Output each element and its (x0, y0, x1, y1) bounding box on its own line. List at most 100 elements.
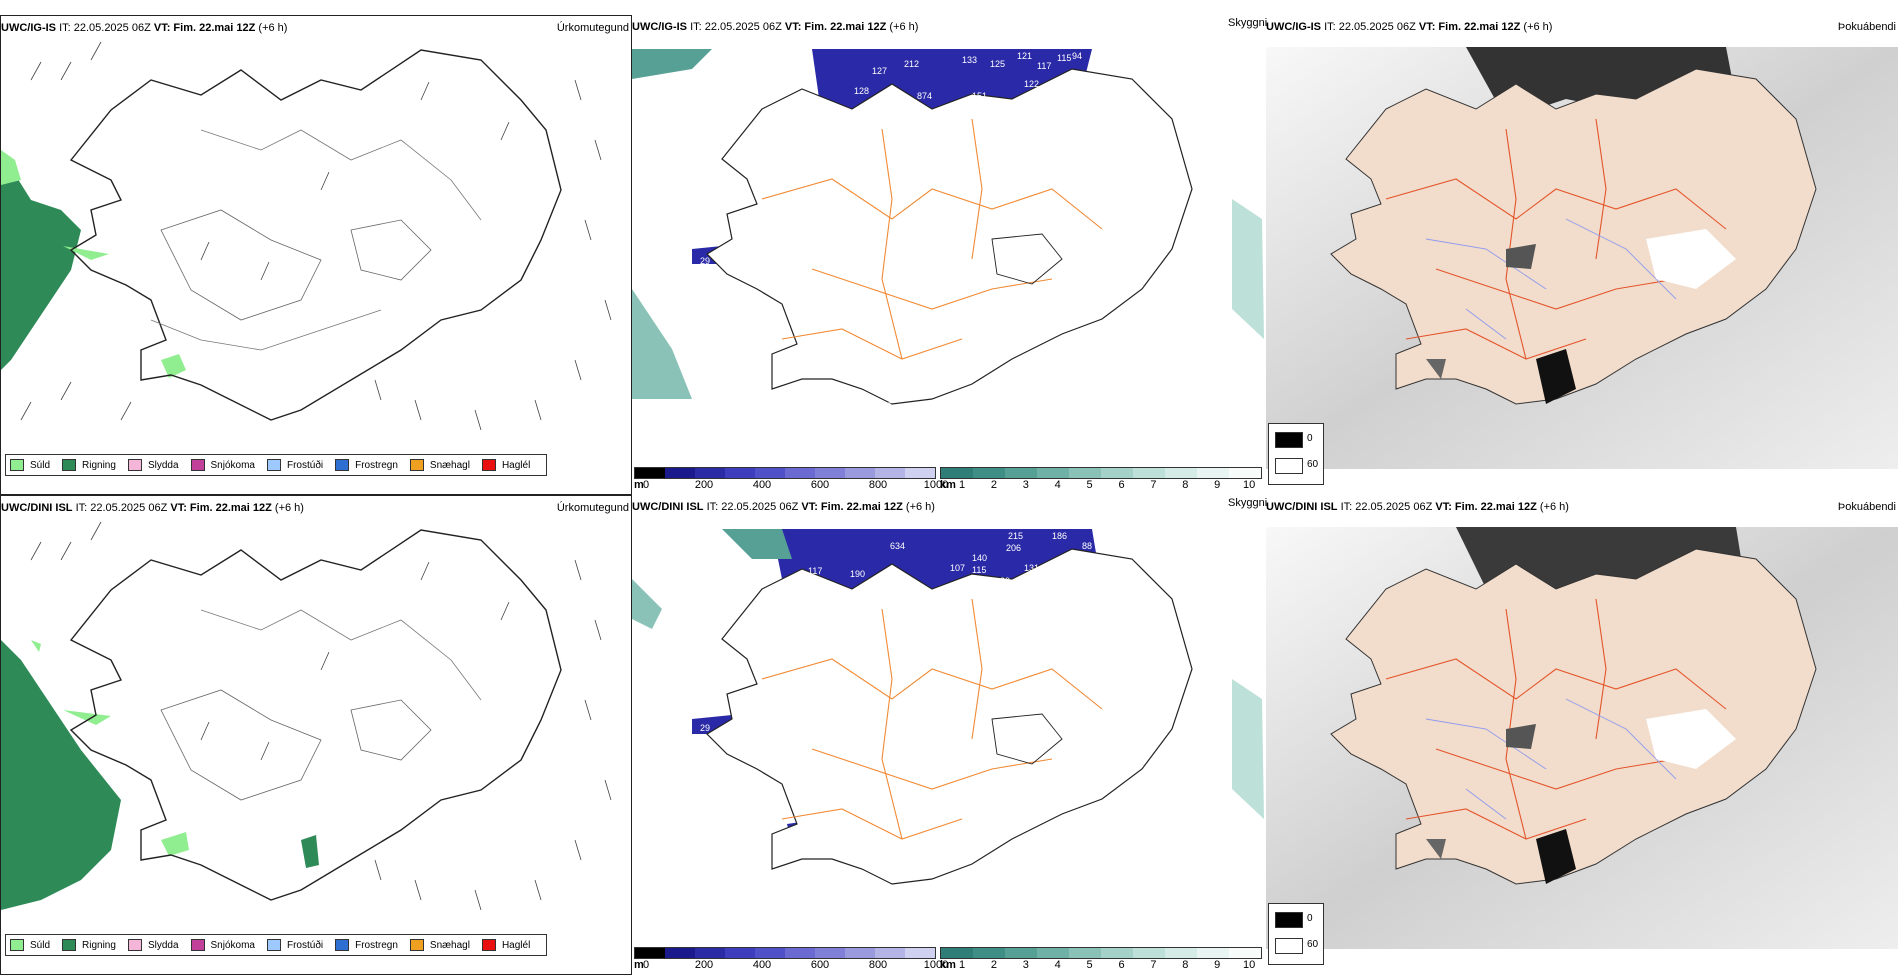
precip-type-panel-dini: UWC/DINI ISL IT: 22.05.2025 06Z VT: Fim.… (0, 495, 632, 975)
tick-label: 6 (1118, 959, 1125, 971)
tick-label: 10 (1242, 959, 1256, 971)
map-value-label: 49 (794, 833, 804, 843)
legend-label: Haglél (501, 939, 531, 951)
colorbar-ticks-m: 0 200 400 600 800 1000 (643, 479, 948, 493)
colorbar-segment (725, 468, 755, 478)
panel-header: UWC/DINI ISL IT: 22.05.2025 06Z VT: Fim.… (632, 495, 1264, 519)
map-value-label: 206 (1006, 543, 1021, 553)
legend-swatch-freezing-rain (335, 459, 350, 471)
legend-swatch-sleet (127, 459, 142, 471)
colorbar-ticks-km: 1 2 3 4 5 6 7 8 9 10 (959, 479, 1255, 493)
legend-swatch-drizzle (10, 459, 24, 471)
legend-swatch-rain (62, 459, 77, 471)
legend-swatch-rain (62, 939, 77, 951)
legend-label: Frostúði (286, 939, 324, 951)
fog-legend-value: 60 (1307, 939, 1319, 950)
legend-swatch-hail (481, 939, 496, 951)
panel-header: UWC/DINI ISL IT: 22.05.2025 06Z VT: Fim.… (1266, 495, 1898, 519)
colorbar-segment (973, 468, 1005, 478)
legend-label: Snjókoma (210, 939, 255, 951)
tick-label: 800 (868, 479, 888, 491)
colorbar-segment (1165, 468, 1197, 478)
map-value-label: 81 (864, 836, 874, 846)
valid-time: VT: Fim. 22.mai 12Z (153, 22, 256, 34)
map-value-label: 117 (808, 566, 822, 576)
legend-item: Frostúði (266, 939, 324, 951)
map-value-label: 52 (800, 353, 810, 363)
colorbar-ticks-km: 1 2 3 4 5 6 7 8 9 10 (959, 959, 1256, 973)
tick-label: 7 (1150, 959, 1157, 971)
map-value-label: 131 (1024, 563, 1039, 573)
panel-title: Skyggni (1228, 17, 1268, 29)
fog-panel-ig: UWC/IG-IS IT: 22.05.2025 06Z VT: Fim. 22… (1266, 15, 1898, 495)
colorbar-ticks-m: 0 200 400 600 800 1000 (642, 959, 948, 973)
map-value-label: 39 (1000, 576, 1010, 586)
tick-label: 5 (1086, 479, 1093, 491)
tick-label: 200 (694, 479, 714, 491)
legend-swatch-drizzle (10, 939, 24, 951)
map-value-label: 122 (1024, 79, 1039, 89)
map-value-label: 115 (972, 565, 986, 575)
fog-swatch-dark (1275, 432, 1303, 448)
panel-title: Þokuábendi (1837, 21, 1896, 33)
colorbar-unit: km (940, 959, 956, 971)
legend-label: Snæhagl (429, 939, 470, 951)
colorbar-segment (815, 468, 845, 478)
map-value-label: 121 (854, 106, 869, 116)
colorbar-segment (875, 468, 905, 478)
init-time: IT: 22.05.2025 06Z (706, 501, 799, 513)
colorbar-segment (665, 468, 695, 478)
colorbar-segment (1229, 468, 1261, 478)
legend-label: Haglél (501, 459, 531, 471)
iceland-visibility-map: 634 215 186 88 206 140 117 190 107 115 1… (632, 529, 1264, 885)
legend-item: Frostregn (335, 459, 398, 471)
iceland-visibility-map: 127 212 133 125 121 117 115 94 128 874 1… (632, 49, 1264, 411)
panel-header: UWC/IG-IS IT: 22.05.2025 06Z VT: Fim. 22… (1266, 15, 1898, 39)
legend-label: Rigning (82, 939, 116, 951)
legend-item: Rigning (62, 459, 116, 471)
legend-swatch-freezing-rain (335, 939, 350, 951)
valid-time: VT: Fim. 22.mai 12Z (170, 502, 272, 514)
panel-header: UWC/IG-IS IT: 22.05.2025 06Z VT: Fim. 22… (632, 15, 1264, 39)
legend-swatch-snow-pellets (409, 939, 424, 951)
tick-label: 1000 (923, 479, 949, 491)
legend-label: Slydda (147, 459, 179, 471)
tick-label: 0 (642, 959, 650, 971)
valid-time: VT: Fim. 22.mai 12Z (801, 501, 903, 513)
legend-swatch-snow-pellets (409, 459, 424, 471)
visibility-colorbar-m (634, 467, 936, 479)
fog-legend-value: 0 (1307, 913, 1313, 924)
tick-label: 400 (752, 959, 772, 971)
tick-label: 2 (990, 959, 997, 971)
map-value-label: 117 (1037, 61, 1051, 71)
map-value-label: 215 (1008, 531, 1023, 541)
legend-item: Rigning (62, 939, 116, 951)
map-value-label: 133 (962, 55, 977, 65)
legend-label: Frostregn (355, 939, 398, 951)
lead-time: (+6 h) (274, 502, 304, 514)
init-time: IT: 22.05.2025 06Z (1324, 21, 1416, 33)
tick-label: 2 (990, 479, 997, 491)
panel-title: Þokuábendi (1837, 501, 1896, 513)
fog-swatch-light (1275, 458, 1303, 474)
map-value-label: 151 (972, 91, 987, 101)
legend-swatch-hail (481, 459, 496, 471)
colorbar-segment (635, 468, 665, 478)
iceland-precip-map (1, 41, 612, 431)
tick-label: 4 (1054, 479, 1061, 491)
legend-swatch-freezing-drizzle (266, 939, 281, 951)
visibility-colorbar-km (940, 467, 1262, 479)
panel-title: Skyggni (1228, 497, 1268, 509)
map-value-label: 71 (882, 366, 892, 376)
lead-time: (+6 h) (1539, 501, 1569, 513)
visibility-labels: 127 212 133 125 121 117 115 94 128 874 1… (700, 51, 1082, 411)
legend-label: Frostregn (355, 459, 398, 471)
legend-swatch-snow (190, 939, 205, 951)
colorbar-segment (1197, 468, 1229, 478)
tick-label: 7 (1150, 479, 1157, 491)
init-time: IT: 22.05.2025 06Z (59, 22, 151, 34)
colorbar-segment (785, 468, 815, 478)
map-value-label: 107 (950, 563, 965, 573)
model-name: UWC/DINI ISL (632, 501, 704, 513)
tick-label: 5 (1086, 959, 1093, 971)
